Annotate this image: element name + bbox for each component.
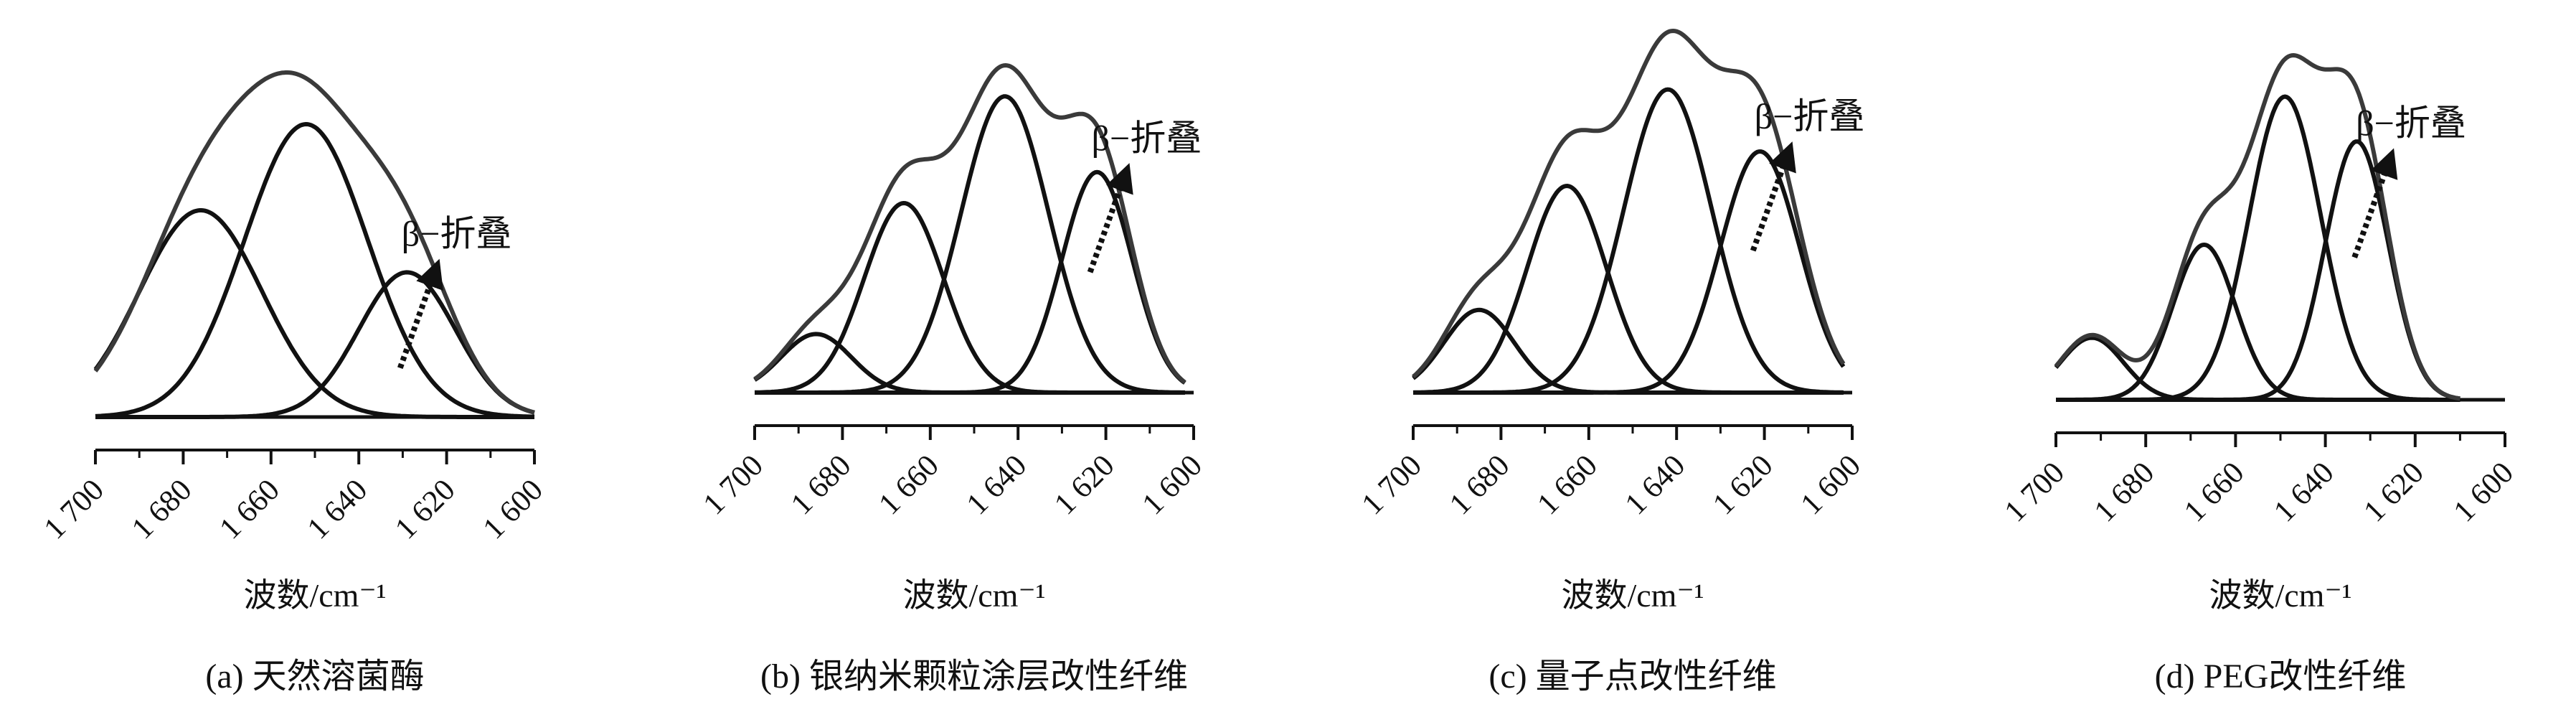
x-tick-label: 1 660 bbox=[1531, 449, 1604, 522]
x-tick-label: 1 640 bbox=[301, 473, 374, 546]
x-tick-label: 1 640 bbox=[1619, 449, 1692, 522]
beta-sheet-label: β−折叠 bbox=[402, 214, 512, 254]
x-tick-label: 1 680 bbox=[2088, 456, 2161, 529]
x-tick-label: 1 620 bbox=[389, 473, 462, 546]
x-tick-label: 1 640 bbox=[961, 449, 1034, 522]
panel-caption: (c) 量子点改性纤维 bbox=[1488, 657, 1776, 695]
x-tick-label: 1 620 bbox=[1048, 449, 1121, 522]
x-tick-label: 1 700 bbox=[1998, 456, 2071, 529]
component-peak-2 bbox=[95, 121, 535, 419]
component-peak-1 bbox=[93, 208, 534, 419]
x-tick-label: 1 680 bbox=[126, 473, 199, 546]
x-tick-label: 1 620 bbox=[2357, 456, 2430, 529]
x-tick-label: 1 680 bbox=[785, 449, 858, 522]
beta-sheet-arrow bbox=[1087, 163, 1133, 273]
x-tick-label: 1 700 bbox=[1355, 449, 1428, 522]
panel-caption: (d) PEG改性纤维 bbox=[2155, 657, 2407, 695]
x-tick-label: 1 600 bbox=[1794, 449, 1867, 522]
x-tick-label: 1 700 bbox=[697, 449, 770, 522]
envelope-curve bbox=[93, 70, 535, 415]
x-tick-label: 1 660 bbox=[872, 449, 945, 522]
x-tick-label: 1 600 bbox=[2447, 456, 2520, 529]
beta-sheet-label: β−折叠 bbox=[1092, 118, 1202, 158]
envelope-curve bbox=[2054, 52, 2461, 401]
x-tick-label: 1 620 bbox=[1707, 449, 1780, 522]
x-tick-label: 1 700 bbox=[37, 473, 110, 546]
beta-sheet-arrow bbox=[1750, 141, 1796, 252]
beta-sheet-label: β−折叠 bbox=[1755, 96, 1865, 136]
panel-caption: (a) 天然溶菌酶 bbox=[205, 657, 424, 695]
x-axis-title: 波数/cm⁻¹ bbox=[1561, 577, 1704, 614]
x-axis-title: 波数/cm⁻¹ bbox=[902, 577, 1045, 614]
chart-panel: 1 700 1 680 1 660 1 640 1 620 1 600 波数/cm⁻¹ (a)… bbox=[37, 70, 549, 695]
envelope-curve bbox=[1412, 28, 1846, 379]
component-peak-2 bbox=[2056, 242, 2461, 402]
x-axis-title: 波数/cm⁻¹ bbox=[243, 577, 386, 614]
x-tick-label: 1 660 bbox=[2178, 456, 2251, 529]
x-tick-label: 1 600 bbox=[476, 473, 549, 546]
x-tick-label: 1 640 bbox=[2268, 456, 2341, 529]
component-peak-2 bbox=[1412, 183, 1844, 395]
x-tick-label: 1 680 bbox=[1443, 449, 1516, 522]
chart-panel: 1 700 1 680 1 660 1 640 1 620 1 600 波数/cm⁻¹ (d)… bbox=[1998, 52, 2520, 695]
beta-sheet-label: β−折叠 bbox=[2356, 103, 2466, 144]
panel-caption: (b) 银纳米颗粒涂层改性纤维 bbox=[760, 657, 1188, 695]
component-peak-3 bbox=[95, 270, 535, 419]
component-peak-2 bbox=[755, 200, 1185, 395]
x-tick-label: 1 660 bbox=[213, 473, 286, 546]
x-axis-title: 波数/cm⁻¹ bbox=[2209, 577, 2351, 614]
chart-panel: 1 700 1 680 1 660 1 640 1 620 1 600 波数/cm⁻¹ (c)… bbox=[1355, 28, 1867, 695]
x-tick-label: 1 600 bbox=[1136, 449, 1209, 522]
chart-panel: 1 700 1 680 1 660 1 640 1 620 1 600 波数/cm⁻¹ (b)… bbox=[697, 62, 1209, 695]
